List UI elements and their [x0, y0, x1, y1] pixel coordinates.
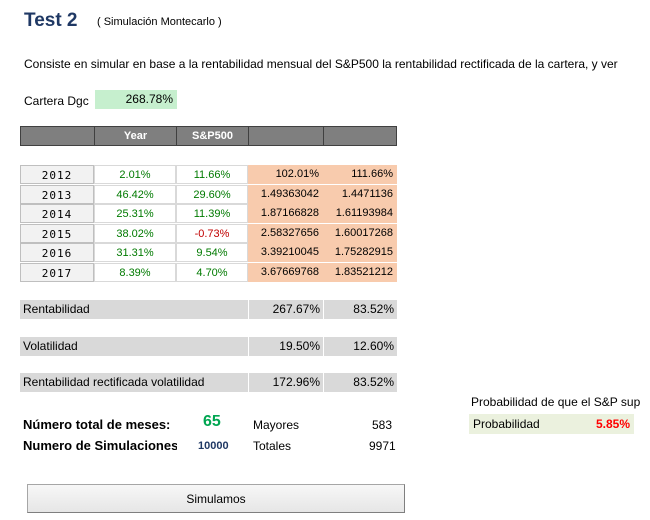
table-header: Year S&P500: [20, 126, 397, 146]
header-cell-blank-1: [21, 127, 94, 145]
table-row: 2015 38.02% -0.73% 2.58327656 1.60017268: [20, 223, 397, 244]
mayores-label: Mayores: [253, 418, 300, 432]
cumulative-sp500-cell[interactable]: 1.75282915: [323, 243, 397, 262]
sp500-cell[interactable]: 11.39%: [176, 204, 248, 223]
return-cell[interactable]: 2.01%: [94, 165, 176, 184]
summary-value-cartera[interactable]: 267.67%: [272, 302, 320, 316]
header-cell-sp500: S&P500: [176, 127, 248, 145]
totales-value[interactable]: 9971: [369, 439, 396, 453]
description-text: Consiste en simular en base a la rentabi…: [24, 57, 618, 71]
summary-value-cartera[interactable]: 19.50%: [279, 339, 320, 353]
page-title: Test 2: [24, 10, 78, 31]
return-cell[interactable]: 31.31%: [94, 243, 176, 262]
sp500-cell[interactable]: 11.66%: [176, 165, 248, 184]
meses-value[interactable]: 65: [203, 413, 221, 430]
probability-label: Probabilidad: [473, 417, 540, 431]
year-cell[interactable]: 2014: [20, 204, 94, 223]
year-cell[interactable]: 2015: [20, 223, 94, 243]
cumulative-cartera-cell[interactable]: 3.39210045: [248, 243, 323, 262]
year-cell[interactable]: 2016: [20, 243, 94, 262]
cartera-label: Cartera Dgc: [24, 94, 89, 108]
summary-row-rectificada: Rentabilidad rectificada volatilidad 172…: [20, 373, 397, 392]
header-cell-blank-2: [248, 127, 323, 145]
header-cell-blank-3: [323, 127, 396, 145]
year-cell[interactable]: 2013: [20, 184, 94, 204]
return-cell[interactable]: 8.39%: [94, 262, 176, 282]
summary-value-sp500[interactable]: 83.52%: [353, 375, 394, 389]
table-row: 2017 8.39% 4.70% 3.67669768 1.83521212: [20, 262, 397, 283]
mayores-value[interactable]: 583: [372, 418, 393, 432]
cumulative-cartera-cell[interactable]: 3.67669768: [248, 262, 323, 282]
cumulative-cartera-cell[interactable]: 1.87166828: [248, 204, 323, 223]
year-cell[interactable]: 2017: [20, 262, 94, 282]
cumulative-sp500-cell[interactable]: 1.60017268: [323, 223, 397, 243]
cumulative-sp500-cell[interactable]: 1.83521212: [323, 262, 397, 282]
table-row: 2016 31.31% 9.54% 3.39210045 1.75282915: [20, 243, 397, 263]
summary-value-cartera[interactable]: 172.96%: [272, 375, 320, 389]
cumulative-sp500-cell[interactable]: 111.66%: [323, 165, 397, 184]
table-row: 2013 46.42% 29.60% 1.49363042 1.4471136: [20, 184, 397, 205]
page-subtitle: ( Simulación Montecarlo ): [97, 16, 222, 28]
summary-label: Volatilidad: [23, 339, 78, 353]
probability-value[interactable]: 5.85%: [595, 417, 630, 431]
summary-label: Rentabilidad: [23, 302, 90, 316]
totales-label: Totales: [253, 439, 292, 453]
cumulative-sp500-cell[interactable]: 1.4471136: [323, 184, 397, 204]
simulate-button[interactable]: Simulamos: [27, 484, 405, 513]
summary-value-sp500[interactable]: 83.52%: [353, 302, 394, 316]
cumulative-cartera-cell[interactable]: 2.58327656: [248, 223, 323, 243]
probability-row: Probabilidad 5.85%: [469, 414, 634, 434]
meses-label: Número total de meses:: [23, 417, 171, 432]
summary-row-volatilidad: Volatilidad 19.50% 12.60%: [20, 337, 397, 356]
table-row: 2012 2.01% 11.66% 102.01% 111.66%: [20, 165, 397, 185]
summary-label: Rentabilidad rectificada volatilidad: [23, 375, 205, 389]
year-cell[interactable]: 2012: [20, 165, 94, 184]
cumulative-cartera-cell[interactable]: 102.01%: [248, 165, 323, 184]
cartera-value-cell[interactable]: 268.78%: [95, 90, 177, 109]
probability-title: Probabilidad de que el S&P sup: [471, 395, 641, 409]
cumulative-sp500-cell[interactable]: 1.61193984: [323, 204, 397, 223]
return-cell[interactable]: 25.31%: [94, 204, 176, 223]
return-cell[interactable]: 38.02%: [94, 223, 176, 243]
sp500-cell[interactable]: 4.70%: [176, 262, 248, 282]
sp500-cell[interactable]: -0.73%: [176, 223, 248, 243]
header-cell-year: Year: [94, 127, 176, 145]
sp500-cell[interactable]: 9.54%: [176, 243, 248, 262]
summary-value-sp500[interactable]: 12.60%: [353, 339, 394, 353]
cumulative-cartera-cell[interactable]: 1.49363042: [248, 184, 323, 204]
table-row: 2014 25.31% 11.39% 1.87166828 1.61193984: [20, 204, 397, 224]
simulaciones-value[interactable]: 10000: [198, 440, 229, 452]
return-cell[interactable]: 46.42%: [94, 184, 176, 204]
sp500-cell[interactable]: 29.60%: [176, 184, 248, 204]
simulaciones-label: Numero de Simulaciones: [23, 438, 177, 453]
summary-row-rentabilidad: Rentabilidad 267.67% 83.52%: [20, 300, 397, 319]
